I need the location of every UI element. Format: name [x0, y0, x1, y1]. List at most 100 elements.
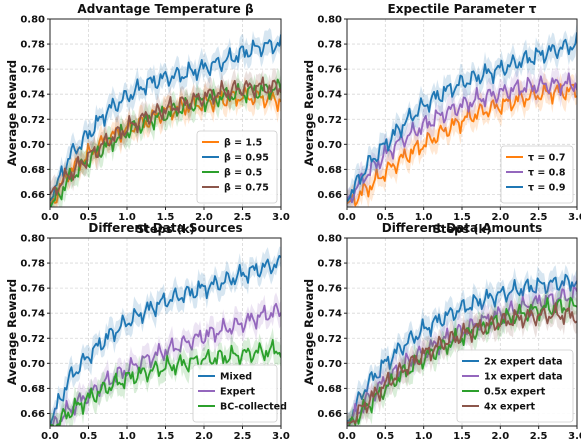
x-tick-label: 1.5: [157, 212, 175, 223]
chart-title: Different Data Sources: [88, 221, 242, 235]
plot-area: [50, 24, 281, 207]
series-band: [347, 291, 577, 426]
x-tick-label: 2.0: [491, 431, 509, 439]
chart-panel-4: 0.0 0.5 1.0 1.5 2.0 2.5 3.0 0.66 0.68 0.70 0.72 0.7…: [302, 221, 581, 439]
legend: β = 1.5 β = 0.95 β = 0.5 β = 0.75: [196, 130, 278, 204]
x-tick-label: 1.0: [118, 212, 136, 223]
y-tick-label: 0.74: [20, 309, 45, 320]
series-band: [50, 67, 281, 207]
y-tick-label: 0.72: [317, 115, 342, 126]
x-tick-label: 1.5: [453, 212, 471, 223]
y-tick-label: 0.68: [317, 384, 342, 395]
x-tick-label: 0.0: [338, 431, 356, 439]
y-tick-label: 0.70: [317, 359, 342, 370]
legend-label: 2x expert data: [484, 357, 563, 368]
x-tick-label: 0.5: [80, 431, 98, 439]
series-band: [50, 76, 281, 207]
x-tick-label: 0.5: [376, 431, 394, 439]
x-tick-label: 0.5: [376, 212, 394, 223]
y-tick-label: 0.70: [20, 359, 45, 370]
x-tick-label: 1.5: [453, 431, 471, 439]
y-axis-label: Average Reward: [302, 279, 316, 385]
y-tick-label: 0.78: [317, 259, 342, 270]
series-line: [347, 72, 577, 204]
series-line: [50, 85, 281, 206]
series-band: [347, 70, 577, 207]
x-tick-label: 1.0: [118, 431, 136, 439]
y-tick-label: 0.66: [317, 409, 342, 420]
legend-label: Expert: [220, 387, 256, 398]
x-tick-label: 2.5: [234, 431, 252, 439]
series-line: [347, 32, 577, 203]
y-tick-label: 0.78: [20, 259, 45, 270]
y-tick-label: 0.72: [317, 334, 342, 345]
legend-label: τ = 0.9: [528, 183, 565, 194]
y-tick-label: 0.66: [20, 190, 45, 201]
legend-box: [456, 349, 574, 423]
legend-label: BC-collected: [220, 402, 287, 413]
legend-label: β = 0.75: [224, 183, 269, 194]
legend-label: β = 1.5: [224, 138, 262, 149]
series-band: [50, 67, 281, 207]
x-tick-label: 1.0: [415, 212, 433, 223]
x-tick-label: 2.5: [530, 431, 548, 439]
x-tick-label: 2.0: [491, 212, 509, 223]
x-tick-label: 0.0: [41, 212, 59, 223]
series-line: [50, 254, 281, 426]
y-tick-label: 0.78: [20, 40, 45, 51]
y-axis-label: Average Reward: [302, 60, 316, 166]
y-tick-label: 0.76: [317, 65, 342, 76]
legend: τ = 0.7 τ = 0.8 τ = 0.9: [500, 145, 574, 204]
y-tick-label: 0.68: [20, 384, 45, 395]
plot-area: [50, 246, 281, 426]
y-tick-label: 0.76: [20, 284, 45, 295]
y-tick-label: 0.68: [20, 165, 45, 176]
y-tick-label: 0.74: [20, 90, 45, 101]
chart-panel-1: 0.0 0.5 1.0 1.5 2.0 2.5 3.0 0.66 0.68 0.70 0.72 0.7…: [5, 2, 290, 236]
legend-label: β = 0.95: [224, 153, 269, 164]
series-band: [50, 327, 281, 426]
x-tick-label: 1.5: [157, 431, 175, 439]
legend-box: [500, 145, 574, 204]
legend: 2x expert data 1x expert data 0.5x expert 4…: [456, 349, 574, 423]
y-tick-label: 0.76: [20, 65, 45, 76]
y-tick-label: 0.72: [20, 334, 45, 345]
x-tick-label: 2.0: [195, 212, 213, 223]
y-tick-label: 0.68: [317, 165, 342, 176]
legend-label: 4x expert: [484, 402, 536, 413]
series-line: [347, 273, 577, 422]
y-tick-label: 0.72: [20, 115, 45, 126]
series-line: [50, 339, 281, 426]
series-band: [50, 24, 281, 207]
x-tick-label: 2.0: [195, 431, 213, 439]
legend-label: Mixed: [220, 372, 252, 383]
series-band: [50, 292, 281, 426]
x-tick-label: 1.0: [415, 431, 433, 439]
series-line: [51, 302, 281, 426]
legend-label: τ = 0.7: [528, 153, 565, 164]
y-tick-label: 0.74: [317, 309, 342, 320]
x-tick-label: 0.5: [80, 212, 98, 223]
y-tick-label: 0.76: [317, 284, 342, 295]
chart-title: Expectile Parameter τ: [388, 2, 537, 16]
series-line: [347, 82, 577, 207]
y-tick-label: 0.70: [20, 140, 45, 151]
series-line: [347, 302, 577, 424]
y-axis-label: Average Reward: [5, 279, 19, 385]
series-band: [50, 246, 281, 426]
x-axis-label: Steps (k): [136, 222, 195, 236]
legend: Mixed Expert BC-collected: [192, 364, 287, 423]
series-band: [347, 64, 577, 207]
y-tick-label: 0.70: [317, 140, 342, 151]
chart-panel-2: 0.0 0.5 1.0 1.5 2.0 2.5 3.0 0.66 0.68 0.70 0.72 0.7…: [302, 2, 581, 236]
y-tick-label: 0.78: [317, 40, 342, 51]
x-tick-label: 2.5: [530, 212, 548, 223]
plot-frame: [49, 18, 282, 208]
legend-box: [196, 130, 278, 204]
legend-label: 1x expert data: [484, 372, 563, 383]
x-tick-label: 0.0: [41, 431, 59, 439]
plot-frame: [346, 237, 578, 427]
legend-box: [192, 364, 278, 423]
chart-panel-3: 0.0 0.5 1.0 1.5 2.0 2.5 3.0 0.66 0.68 0.70 0.72 0.7…: [5, 221, 290, 439]
